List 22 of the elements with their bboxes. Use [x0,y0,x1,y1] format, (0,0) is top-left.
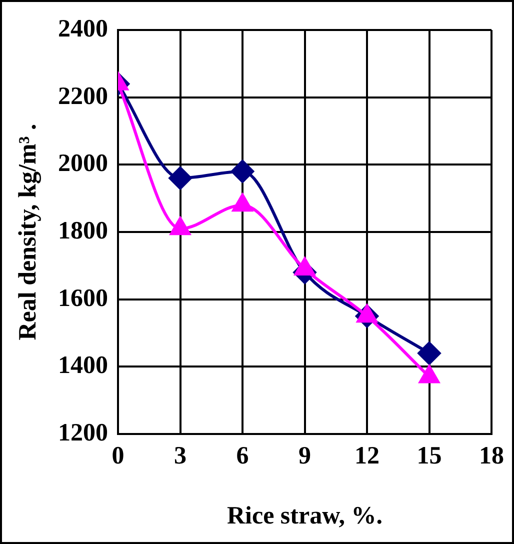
point [232,194,253,212]
x-tick-label: 9 [298,442,311,470]
y-tick-label: 2200 [58,82,108,110]
point [168,166,192,190]
y-tick-label: 1400 [58,352,108,380]
y-tick-label: 1200 [58,419,108,446]
point [170,217,190,236]
point [294,258,315,276]
y-tick-label: 2400 [58,15,108,42]
x-tick-label: 0 [112,442,124,470]
y-tick-label: 2000 [58,150,108,178]
y-axis-title: Real density, kg/m³ . [14,124,42,340]
x-tick-label: 18 [479,442,504,470]
y-tick-label: 1600 [58,284,108,312]
x-axis-title: Rice straw, %. [226,502,383,530]
x-tick-label: 6 [236,442,249,470]
x-tick-label: 15 [416,442,442,470]
point [231,160,254,183]
x-tick-label: 3 [174,442,186,470]
y-tick-label: 1800 [58,217,108,244]
point [419,365,440,384]
x-tick-label: 12 [354,442,380,470]
